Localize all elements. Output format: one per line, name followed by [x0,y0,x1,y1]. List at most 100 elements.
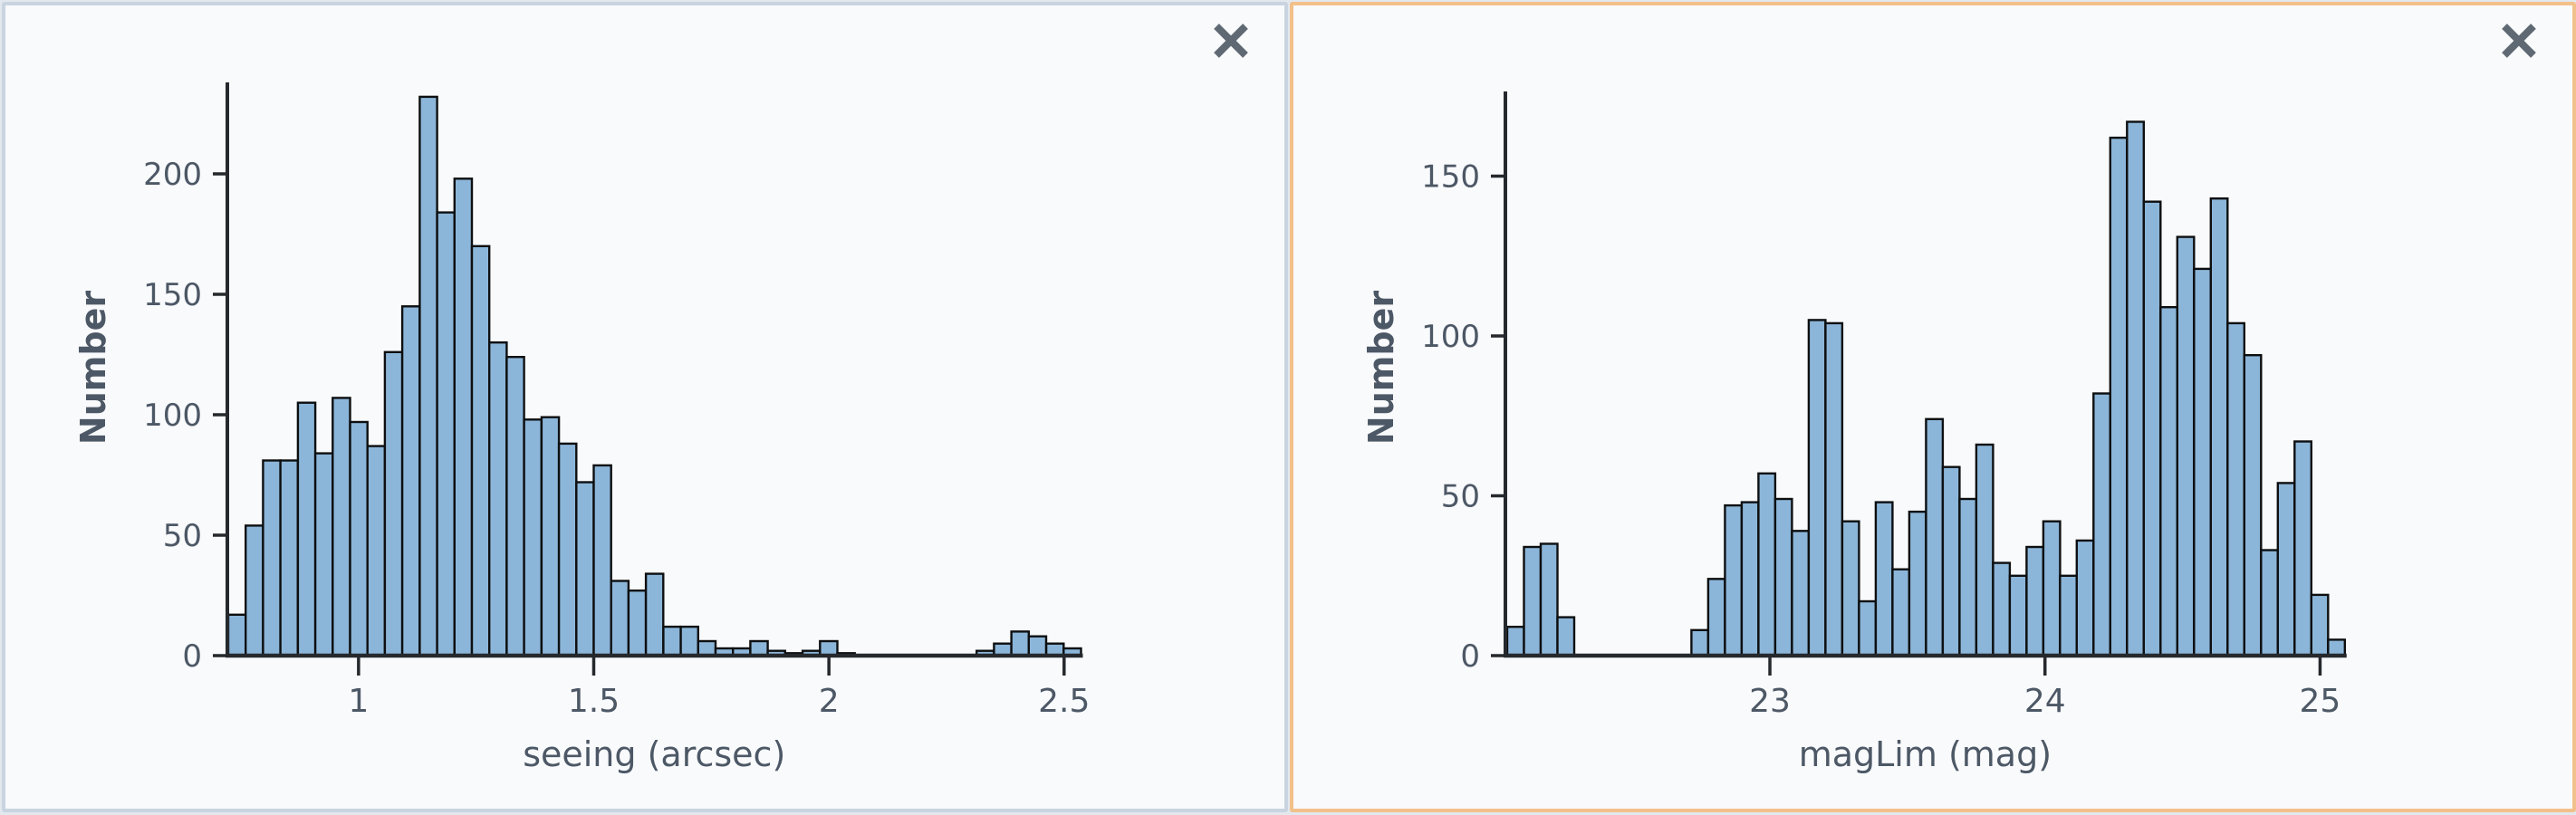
histogram-bar [488,341,508,657]
histogram-bar [1539,542,1559,657]
histogram-bar [1807,319,1827,657]
histogram-bar [436,211,457,657]
histogram-bar [1740,501,1760,657]
maglim-histogram-panel[interactable]: 23 24 25 0 50 100 150 Number magLim (mag) [1290,2,2576,812]
histogram-bar [749,639,769,657]
histogram-bar [1773,497,1793,657]
histogram-bar [383,350,404,657]
close-icon [2502,24,2536,58]
histogram-bar [1523,545,1543,657]
x-tick-label: 23 [1749,683,1791,720]
histogram-bar [662,625,682,657]
y-axis-label: Number [73,290,113,446]
histogram-bar [2109,136,2129,657]
y-tick-label: 200 [143,157,202,193]
histogram-bar [332,397,351,657]
histogram-bar [2025,545,2045,657]
histogram-bar [697,639,717,657]
histogram-bar [679,625,699,657]
histogram-bar [627,590,648,657]
y-tick-label: 150 [143,277,202,313]
histogram-bar [1505,626,1525,657]
x-axis-label: magLim (mag) [1798,734,2052,774]
histogram-bar [1010,630,1030,657]
histogram-bar [1706,578,1726,657]
histogram-bar [644,572,665,657]
histogram-bar [1027,635,1048,657]
histogram-bar [2176,235,2196,657]
x-tick-label: 25 [2300,683,2341,720]
histogram-bar [2042,520,2062,657]
y-tick-label: 100 [143,398,202,434]
histogram-bar [279,459,300,657]
histogram-bar [1556,616,1576,657]
histogram-bar [1908,510,1927,657]
histogram-bar [1925,417,1945,657]
x-tick-label: 2.5 [1038,683,1090,720]
histogram-bar [2193,267,2212,657]
histogram-bar [2276,482,2296,657]
x-tick-label: 24 [2024,683,2066,720]
histogram-bar [2293,440,2313,657]
histogram-bar [523,418,543,657]
histogram-bar [1975,443,1994,657]
histogram-bar [2059,574,2078,657]
close-button[interactable] [2498,20,2540,62]
histogram-bar [349,420,369,657]
histogram-bar [1958,497,1978,657]
y-tick-label: 0 [182,638,202,675]
y-tick-label: 0 [1460,638,1480,675]
histogram-bar [453,177,474,657]
histogram-bar [470,244,491,657]
y-tick-label: 150 [1421,159,1480,196]
histogram-bar [1841,520,1860,657]
histogram-bar [418,95,438,657]
histogram-bar [1941,465,1961,657]
histogram-bar [366,445,387,657]
histogram-bar [610,580,630,657]
seeing-histogram-canvas: 1 1.5 2 2.5 0 50 100 150 200 [143,82,1090,720]
histogram-bar [296,401,317,657]
histogram-bar [2092,392,2111,657]
histogram-bar [2142,200,2162,657]
histogram-bar [1690,628,1710,657]
histogram-bar [505,356,525,657]
histogram-bar [592,464,612,657]
histogram-bar [2159,306,2178,657]
seeing-histogram-panel[interactable]: 1 1.5 2 2.5 0 50 100 150 200 Number seeing (arcs… [2,2,1288,812]
histogram-bar [2226,321,2246,657]
histogram-bar [1858,599,1878,657]
histogram-bar [2075,539,2095,657]
maglim-histogram-canvas: 23 24 25 0 50 100 150 [1421,91,2347,720]
y-tick-label: 50 [1441,479,1480,515]
histogram-bar [400,305,421,657]
histogram-bar [2243,354,2263,657]
y-tick-label: 50 [163,518,202,554]
histogram-bar [557,442,578,657]
histogram-bar [575,481,595,657]
histogram-bar [313,452,334,657]
histogram-bar [262,459,282,657]
histogram-bar [1891,568,1911,657]
y-axis-label: Number [1361,290,1401,446]
histogram-bar [1724,503,1744,657]
x-axis-label: seeing (arcsec) [523,734,786,774]
histogram-bar [1992,561,2012,657]
histogram-bar [540,416,561,657]
histogram-bar [2209,197,2229,657]
close-icon [1214,24,1248,58]
histogram-bar [2260,549,2280,657]
close-button[interactable] [1210,20,1252,62]
histogram-bar [1791,530,1811,657]
histogram-bar [819,639,839,657]
histogram-bar [2310,593,2330,657]
histogram-bar [245,524,264,657]
y-tick-label: 100 [1421,319,1480,355]
x-tick-label: 2 [819,683,840,720]
histogram-bar [1874,501,1894,657]
x-tick-label: 1.5 [568,683,620,720]
x-tick-label: 1 [348,683,369,720]
histogram-bar [226,613,247,657]
histogram-bar [1757,472,1777,657]
